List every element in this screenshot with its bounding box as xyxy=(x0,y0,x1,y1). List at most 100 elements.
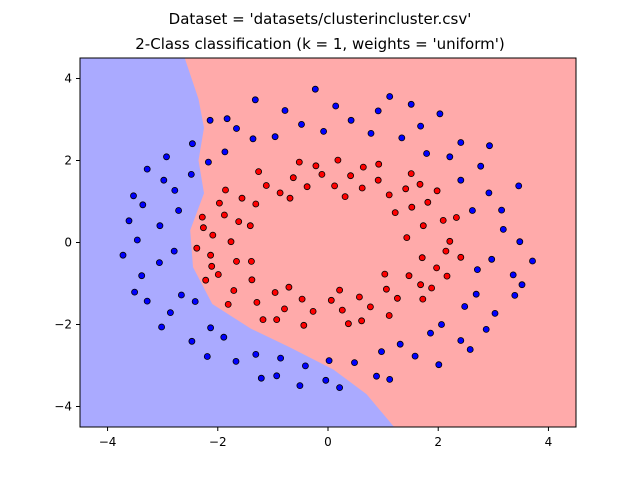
blue-class-point xyxy=(273,372,281,380)
x-tick-label: 2 xyxy=(434,435,442,449)
blue-class-point xyxy=(207,324,215,332)
red-class-point xyxy=(433,187,441,195)
red-class-point xyxy=(289,174,297,182)
red-class-point xyxy=(402,185,410,193)
x-tick-label: −2 xyxy=(209,435,227,449)
blue-class-point xyxy=(518,281,526,289)
red-class-point xyxy=(405,272,413,280)
red-class-point xyxy=(418,254,426,262)
blue-class-point xyxy=(311,85,319,93)
red-class-point xyxy=(215,199,223,207)
red-class-point xyxy=(407,170,415,178)
blue-class-point xyxy=(407,100,415,108)
blue-class-point xyxy=(457,337,465,344)
blue-class-point xyxy=(320,127,328,135)
red-class-point xyxy=(416,180,424,188)
red-class-point xyxy=(336,286,344,294)
blue-class-point xyxy=(466,346,474,353)
blue-class-point xyxy=(472,290,480,298)
red-class-point xyxy=(318,170,326,178)
red-class-point xyxy=(198,213,206,221)
y-tick-label: 0 xyxy=(64,236,72,250)
blue-class-point xyxy=(446,153,454,161)
blue-class-point xyxy=(191,298,199,305)
blue-class-point xyxy=(435,361,443,369)
blue-class-point xyxy=(158,323,166,331)
red-class-point xyxy=(253,298,261,306)
scatter-points xyxy=(119,85,536,392)
red-class-point xyxy=(344,320,352,328)
red-class-point xyxy=(452,214,460,221)
blue-decision-region xyxy=(80,58,395,427)
blue-class-point xyxy=(220,333,228,341)
red-class-point xyxy=(391,209,399,217)
red-class-point xyxy=(381,270,389,278)
chart-title: Dataset = 'datasets/clusterincluster.csv… xyxy=(169,10,472,28)
red-class-point xyxy=(334,156,342,164)
blue-class-point xyxy=(223,115,231,123)
blue-class-point xyxy=(133,236,141,244)
red-class-point xyxy=(276,189,284,197)
red-class-point xyxy=(230,287,238,294)
blue-class-point xyxy=(125,217,133,225)
y-axis: 4 2 0 −2 −4 xyxy=(54,72,80,414)
blue-class-point xyxy=(138,272,146,280)
blue-class-point xyxy=(188,337,196,345)
y-tick-label: 4 xyxy=(64,72,72,86)
blue-class-point xyxy=(301,362,309,370)
blue-class-point xyxy=(119,251,127,259)
blue-class-point xyxy=(251,96,259,104)
blue-class-point xyxy=(473,266,481,274)
blue-class-point xyxy=(249,135,257,143)
blue-class-point xyxy=(298,121,305,128)
blue-class-point xyxy=(529,257,536,265)
red-class-point xyxy=(347,172,355,180)
blue-class-point xyxy=(156,222,164,230)
blue-class-point xyxy=(296,382,304,390)
blue-class-point xyxy=(411,352,419,360)
red-class-point xyxy=(443,272,451,280)
red-class-point xyxy=(442,247,450,255)
red-class-point xyxy=(433,264,441,272)
red-class-point xyxy=(417,281,425,289)
red-class-point xyxy=(358,317,366,325)
blue-class-point xyxy=(252,350,260,358)
blue-class-point xyxy=(175,207,183,214)
red-class-point xyxy=(403,234,411,242)
y-tick-label: −2 xyxy=(54,318,72,332)
blue-class-point xyxy=(160,176,168,184)
red-class-point xyxy=(358,184,366,192)
red-class-point xyxy=(338,306,346,314)
blue-class-point xyxy=(221,148,229,156)
red-class-point xyxy=(408,203,416,211)
red-class-point xyxy=(235,218,243,226)
blue-class-point xyxy=(516,238,524,246)
blue-class-point xyxy=(130,192,137,200)
blue-class-point xyxy=(367,129,375,137)
red-class-point xyxy=(209,231,217,239)
blue-class-point xyxy=(438,321,445,328)
blue-class-point xyxy=(509,271,517,279)
blue-class-point xyxy=(499,225,507,233)
x-tick-label: 0 xyxy=(324,435,332,449)
blue-class-point xyxy=(170,247,178,255)
red-class-point xyxy=(309,307,317,315)
blue-class-point xyxy=(143,297,151,305)
blue-class-point xyxy=(163,153,170,161)
red-class-point xyxy=(375,160,383,168)
red-class-point xyxy=(428,284,436,292)
blue-class-point xyxy=(232,357,240,365)
red-class-point xyxy=(359,163,367,171)
red-class-point xyxy=(439,216,447,224)
blue-class-point xyxy=(139,201,147,209)
blue-class-point xyxy=(515,182,523,190)
blue-class-point xyxy=(398,134,406,142)
red-class-point xyxy=(271,289,279,296)
red-class-point xyxy=(366,303,374,311)
red-class-point xyxy=(385,191,393,199)
red-class-point xyxy=(285,283,293,291)
blue-class-point xyxy=(336,384,344,392)
blue-class-point xyxy=(351,359,358,367)
red-class-point xyxy=(385,312,393,319)
red-class-point xyxy=(327,296,335,304)
